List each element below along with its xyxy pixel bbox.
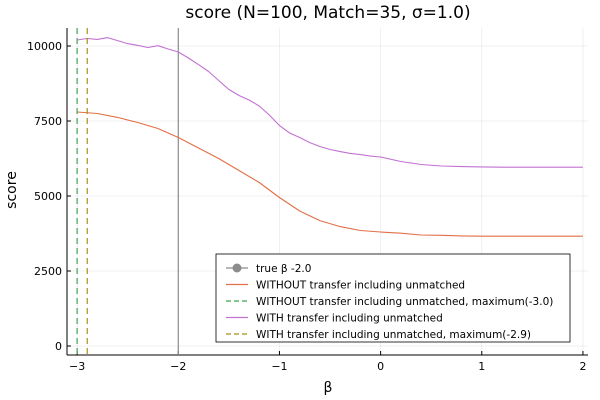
y-axis-label: score xyxy=(4,171,20,209)
legend-swatch-marker xyxy=(232,263,242,273)
legend: true β -2.0 WITHOUT transfer including un… xyxy=(215,253,571,343)
series-line-3 xyxy=(77,37,583,168)
legend-label: WITH transfer including unmatched, maxim… xyxy=(256,329,531,341)
x-tick-label: −2 xyxy=(170,360,186,373)
y-tick-label: 2500 xyxy=(34,265,62,278)
y-tick-label: 10000 xyxy=(27,40,62,53)
legend-box xyxy=(215,253,571,343)
series-line-1 xyxy=(77,111,583,237)
x-tick-label: 2 xyxy=(579,360,586,373)
legend-label: WITH transfer including unmatched xyxy=(256,313,443,325)
legend-label: WITHOUT transfer including unmatched xyxy=(256,280,465,292)
x-tick-label: −3 xyxy=(69,360,85,373)
legend-label: WITHOUT transfer including unmatched, ma… xyxy=(256,296,553,308)
legend-label: true β -2.0 xyxy=(256,263,311,275)
x-tick-label: 0 xyxy=(377,360,384,373)
ticks: −3 −2 −1 0 1 2 0 2500 5000 7500 10000 xyxy=(27,40,586,373)
y-tick-label: 5000 xyxy=(34,190,62,203)
y-tick-label: 7500 xyxy=(34,115,62,128)
plot-area xyxy=(76,28,583,355)
x-axis-label: β xyxy=(324,380,333,396)
x-tick-label: −1 xyxy=(271,360,287,373)
chart-title: score (N=100, Match=35, σ=1.0) xyxy=(185,3,470,23)
axes xyxy=(66,28,588,356)
y-tick-label: 0 xyxy=(55,340,62,353)
x-tick-label: 1 xyxy=(478,360,485,373)
